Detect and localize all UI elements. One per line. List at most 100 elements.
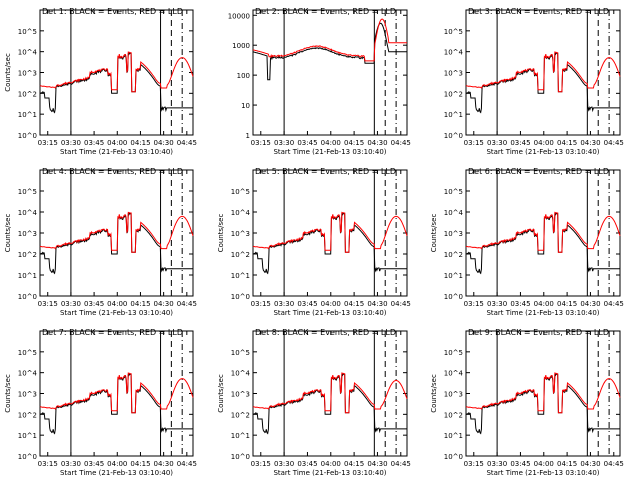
series-lld (252, 372, 408, 414)
panel-det-8: Det 8: BLACK = Events, RED = LLD Counts/s… (217, 328, 411, 477)
x-tick-label: 04:00 (534, 300, 554, 308)
series-events (465, 52, 620, 114)
y-tick-label: 10^1 (231, 272, 250, 280)
x-tick-label: 04:15 (557, 139, 577, 147)
x-tick-label: 03:30 (61, 300, 81, 308)
y-tick-label: 10^0 (18, 453, 37, 461)
y-axis-label: Counts/sec (217, 214, 225, 253)
y-axis-label: Counts/sec (4, 214, 12, 253)
x-tick-label: 03:30 (487, 300, 507, 308)
y-tick-label: 10^3 (18, 391, 37, 399)
y-tick-label: 10^4 (18, 370, 38, 378)
x-tick-label: 04:00 (321, 300, 341, 308)
y-tick-label: 10^2 (444, 251, 463, 259)
x-tick-label: 03:45 (297, 139, 317, 147)
x-tick-label: 04:30 (154, 139, 174, 147)
x-tick-label: 03:15 (38, 139, 58, 147)
y-tick-label: 10^5 (444, 28, 463, 36)
x-tick-label: 03:15 (464, 460, 484, 468)
x-tick-label: 03:45 (84, 460, 104, 468)
series-lld (465, 372, 621, 414)
x-tick-label: 03:45 (297, 300, 317, 308)
y-tick-label: 10^1 (18, 111, 37, 119)
y-tick-label: 10^1 (444, 432, 463, 440)
y-tick-label: 10^0 (444, 453, 463, 461)
panel-title: Det 7: BLACK = Events, RED = LLD (42, 328, 183, 337)
x-tick-label: 03:15 (464, 300, 484, 308)
panel-title: Det 3: BLACK = Events, RED = LLD (468, 7, 609, 16)
x-tick-label: 03:45 (510, 139, 530, 147)
y-tick-label: 10^3 (444, 230, 463, 238)
panel-det-2: Det 2: BLACK = Events, RED = LLD 1 10 100 10… (228, 7, 411, 156)
x-tick-label: 03:15 (38, 300, 58, 308)
x-tick-label: 04:00 (107, 460, 127, 468)
plot-frame (465, 169, 621, 297)
x-axis-label: Start Time (21-Feb-13 03:10:40) (273, 309, 386, 317)
x-tick-label: 03:15 (251, 139, 271, 147)
y-tick-label: 10^2 (18, 251, 37, 259)
x-tick-label: 03:15 (464, 139, 484, 147)
y-tick-label: 100 (237, 72, 250, 80)
plot-frame (39, 330, 194, 457)
y-tick-label: 10^0 (231, 293, 250, 301)
panel-det-4: Det 4: BLACK = Events, RED = LLD Counts/s… (4, 167, 197, 317)
x-tick-label: 03:15 (251, 460, 271, 468)
panel-det-7: Det 7: BLACK = Events, RED = LLD Counts/s… (4, 328, 197, 477)
series-lld (252, 18, 407, 62)
x-tick-label: 03:15 (251, 300, 271, 308)
x-tick-label: 04:45 (391, 460, 411, 468)
x-tick-label: 04:00 (321, 139, 341, 147)
x-tick-label: 04:00 (107, 139, 127, 147)
x-tick-label: 04:30 (154, 300, 174, 308)
x-tick-label: 03:45 (510, 460, 530, 468)
y-tick-label: 10^5 (231, 188, 250, 196)
x-axis-label: Start Time (21-Feb-13 03:10:40) (486, 309, 599, 317)
x-tick-label: 04:45 (391, 300, 411, 308)
panel-det-6: Det 6: BLACK = Events, RED = LLD Counts/s… (430, 167, 624, 317)
panel-title: Det 1: BLACK = Events, RED = LLD (42, 7, 183, 16)
y-tick-label: 10^4 (231, 370, 251, 378)
y-tick-label: 10^2 (18, 411, 37, 419)
x-tick-label: 04:45 (391, 139, 411, 147)
x-tick-label: 03:30 (274, 300, 294, 308)
y-tick-label: 10^5 (444, 188, 463, 196)
y-tick-label: 10^2 (231, 411, 250, 419)
x-tick-label: 04:00 (107, 300, 127, 308)
x-axis-label: Start Time (21-Feb-13 03:10:40) (486, 148, 599, 156)
x-tick-label: 03:30 (61, 460, 81, 468)
y-tick-label: 10000 (228, 12, 250, 20)
plot-frame (39, 169, 194, 297)
x-tick-label: 04:45 (177, 300, 197, 308)
y-axis-label: Counts/sec (4, 53, 12, 92)
panel-title: Det 2: BLACK = Events, RED = LLD (255, 7, 396, 16)
y-tick-label: 10^3 (231, 391, 250, 399)
series-events (39, 373, 193, 435)
y-tick-label: 10^2 (18, 90, 37, 98)
plot-frame (465, 9, 621, 136)
x-tick-label: 04:30 (367, 460, 387, 468)
x-axis-label: Start Time (21-Feb-13 03:10:40) (273, 469, 386, 477)
y-tick-label: 10^1 (444, 272, 463, 280)
series-events (39, 52, 193, 114)
x-tick-label: 04:30 (367, 139, 387, 147)
y-tick-label: 10^5 (18, 28, 37, 36)
x-tick-label: 04:00 (321, 460, 341, 468)
series-lld (39, 211, 194, 253)
x-tick-label: 03:45 (84, 139, 104, 147)
panel-title: Det 6: BLACK = Events, RED = LLD (468, 167, 609, 176)
panel-title: Det 4: BLACK = Events, RED = LLD (42, 167, 183, 176)
y-tick-label: 10^4 (18, 49, 38, 57)
y-tick-label: 10^0 (18, 293, 37, 301)
x-tick-label: 04:30 (580, 460, 600, 468)
x-tick-label: 03:45 (510, 300, 530, 308)
y-tick-label: 10^3 (444, 70, 463, 78)
y-axis-label: Counts/sec (217, 374, 225, 413)
y-tick-label: 10^0 (18, 132, 37, 140)
y-tick-label: 10^5 (18, 349, 37, 357)
x-tick-label: 04:15 (557, 460, 577, 468)
plot-frame (465, 330, 621, 457)
series-events (252, 373, 407, 435)
series-events (465, 373, 620, 435)
x-tick-label: 04:45 (604, 460, 624, 468)
